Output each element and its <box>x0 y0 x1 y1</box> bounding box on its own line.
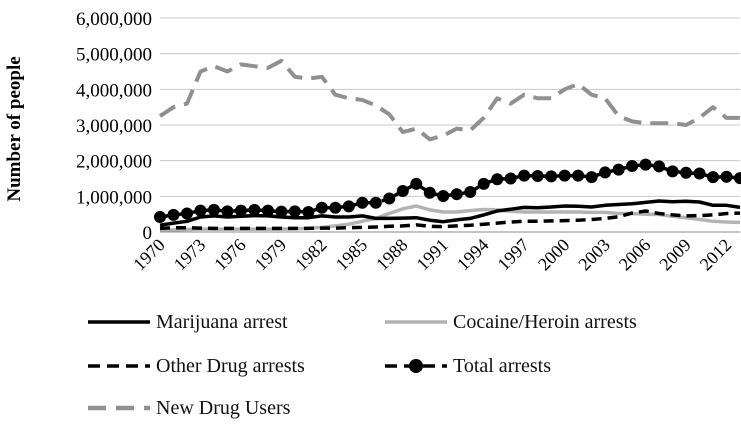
data-point <box>194 204 207 217</box>
series-new-drug-users <box>158 58 740 142</box>
data-point <box>167 208 180 221</box>
legend-label: Marijuana arrest <box>156 310 288 333</box>
data-point <box>180 207 193 220</box>
data-point <box>558 169 571 182</box>
data-point <box>261 204 274 217</box>
y-tick-label: 1,000,000 <box>76 187 152 208</box>
data-point <box>572 169 585 182</box>
data-point <box>585 171 598 184</box>
data-point <box>275 205 288 218</box>
data-point <box>356 196 369 209</box>
series-layer <box>154 58 741 232</box>
legend-label: Other Drug arrests <box>156 354 305 377</box>
data-point <box>329 201 342 214</box>
data-point <box>396 184 409 197</box>
data-point <box>707 171 720 184</box>
data-point <box>410 177 423 190</box>
data-point <box>545 170 558 183</box>
legend-item: Other Drug arrests <box>88 352 305 380</box>
data-point <box>531 170 544 183</box>
data-point <box>450 188 463 201</box>
legend-label: New Drug Users <box>156 396 291 419</box>
series-line <box>158 58 740 142</box>
legend-item: Total arrests <box>385 352 551 380</box>
legend-swatch <box>385 359 447 373</box>
y-tick-label: 3,000,000 <box>76 116 152 137</box>
data-point <box>369 196 382 209</box>
data-point <box>680 166 693 179</box>
data-point <box>693 167 706 180</box>
legend-item: New Drug Users <box>88 394 290 422</box>
data-point <box>653 160 666 173</box>
legend-swatch <box>88 364 150 368</box>
data-point <box>734 172 741 185</box>
data-point <box>288 205 301 218</box>
data-point <box>234 204 247 217</box>
series-line <box>159 199 741 227</box>
data-point <box>302 206 315 219</box>
series-line <box>159 209 741 231</box>
data-point <box>437 189 450 202</box>
data-point <box>518 169 531 182</box>
legend-label: Total arrests <box>453 354 552 377</box>
data-point <box>477 177 490 190</box>
data-point <box>599 166 612 179</box>
y-grid <box>160 17 740 197</box>
y-axis-label: Number of people <box>4 56 25 201</box>
data-point <box>504 172 517 185</box>
data-point <box>423 186 436 199</box>
data-point <box>154 211 166 224</box>
legend-item: Cocaine/Heroin arrests <box>385 308 637 336</box>
y-tick-label: 2,000,000 <box>76 152 152 173</box>
y-tick-label: 4,000,000 <box>76 80 152 101</box>
series-marijuana-arrest <box>159 199 741 227</box>
data-point <box>626 160 639 173</box>
legend-item: Marijuana arrest <box>88 308 288 336</box>
data-point <box>720 170 733 183</box>
y-tick-label: 5,000,000 <box>76 45 152 66</box>
legend-swatch <box>88 320 150 324</box>
legend-label: Cocaine/Heroin arrests <box>453 310 637 333</box>
data-point <box>383 192 396 205</box>
data-point <box>248 203 261 216</box>
data-point <box>207 203 220 216</box>
series-total-arrests <box>154 158 741 224</box>
data-point <box>315 201 328 214</box>
y-tick-label: 6,000,000 <box>76 9 152 30</box>
y-tick-labels: 0 1,000,000 2,000,000 3,000,000 4,000,000 5,0… <box>76 9 152 244</box>
y-tick-label: 0 <box>143 223 153 244</box>
data-point <box>342 200 355 213</box>
data-point <box>221 205 234 218</box>
legend-swatch <box>88 405 150 411</box>
series-other-drug-arrests <box>159 209 741 231</box>
legend-swatch <box>385 320 447 324</box>
data-point <box>464 186 477 199</box>
data-point <box>666 165 679 178</box>
data-point <box>639 158 652 171</box>
data-point <box>491 173 504 186</box>
data-point <box>612 163 625 176</box>
